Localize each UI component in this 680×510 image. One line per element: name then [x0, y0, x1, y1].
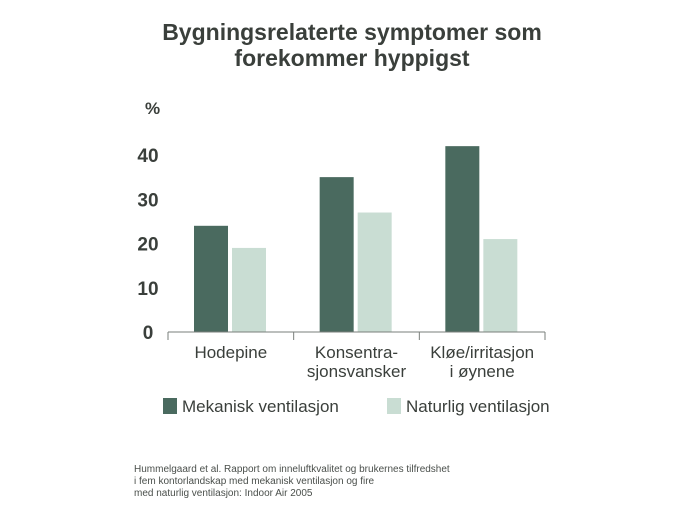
- bar-natural-2: [483, 239, 518, 332]
- legend-label: Mekanisk ventilasjon: [182, 397, 339, 416]
- bar-mechanical-0: [194, 225, 228, 332]
- bar-mechanical-2: [445, 146, 480, 332]
- source-note-line: med naturlig ventilasjon: Indoor Air 200…: [134, 488, 313, 499]
- y-tick-label: 30: [137, 190, 158, 211]
- legend-swatch-natural: [387, 398, 401, 414]
- y-tick-label: 0: [143, 323, 154, 344]
- bar-natural-1: [357, 212, 392, 332]
- legend-swatch-mechanical: [163, 398, 177, 414]
- y-tick-label: 40: [137, 146, 158, 167]
- y-tick-label: 10: [137, 279, 158, 300]
- chart-title-line: forekommer hyppigst: [234, 45, 469, 71]
- chart-title-line: Bygningsrelaterte symptomer som: [162, 19, 542, 45]
- x-tick-label: Konsentra-: [315, 343, 398, 362]
- bar-natural-0: [232, 247, 266, 332]
- source-note-line: Hummelgaard et al. Rapport om inneluftkv…: [134, 464, 450, 475]
- x-tick-label: Hodepine: [194, 343, 267, 362]
- legend-label: Naturlig ventilasjon: [406, 397, 550, 416]
- bar-mechanical-1: [319, 177, 354, 332]
- x-tick-label: Kløe/irritasjon: [430, 343, 534, 362]
- y-axis-label: %: [145, 99, 160, 118]
- y-tick-label: 20: [137, 235, 158, 256]
- x-tick-label: sjonsvansker: [307, 362, 407, 381]
- source-note-line: i fem kontorlandskap med mekanisk ventil…: [134, 476, 375, 487]
- x-tick-label: i øynene: [450, 362, 515, 381]
